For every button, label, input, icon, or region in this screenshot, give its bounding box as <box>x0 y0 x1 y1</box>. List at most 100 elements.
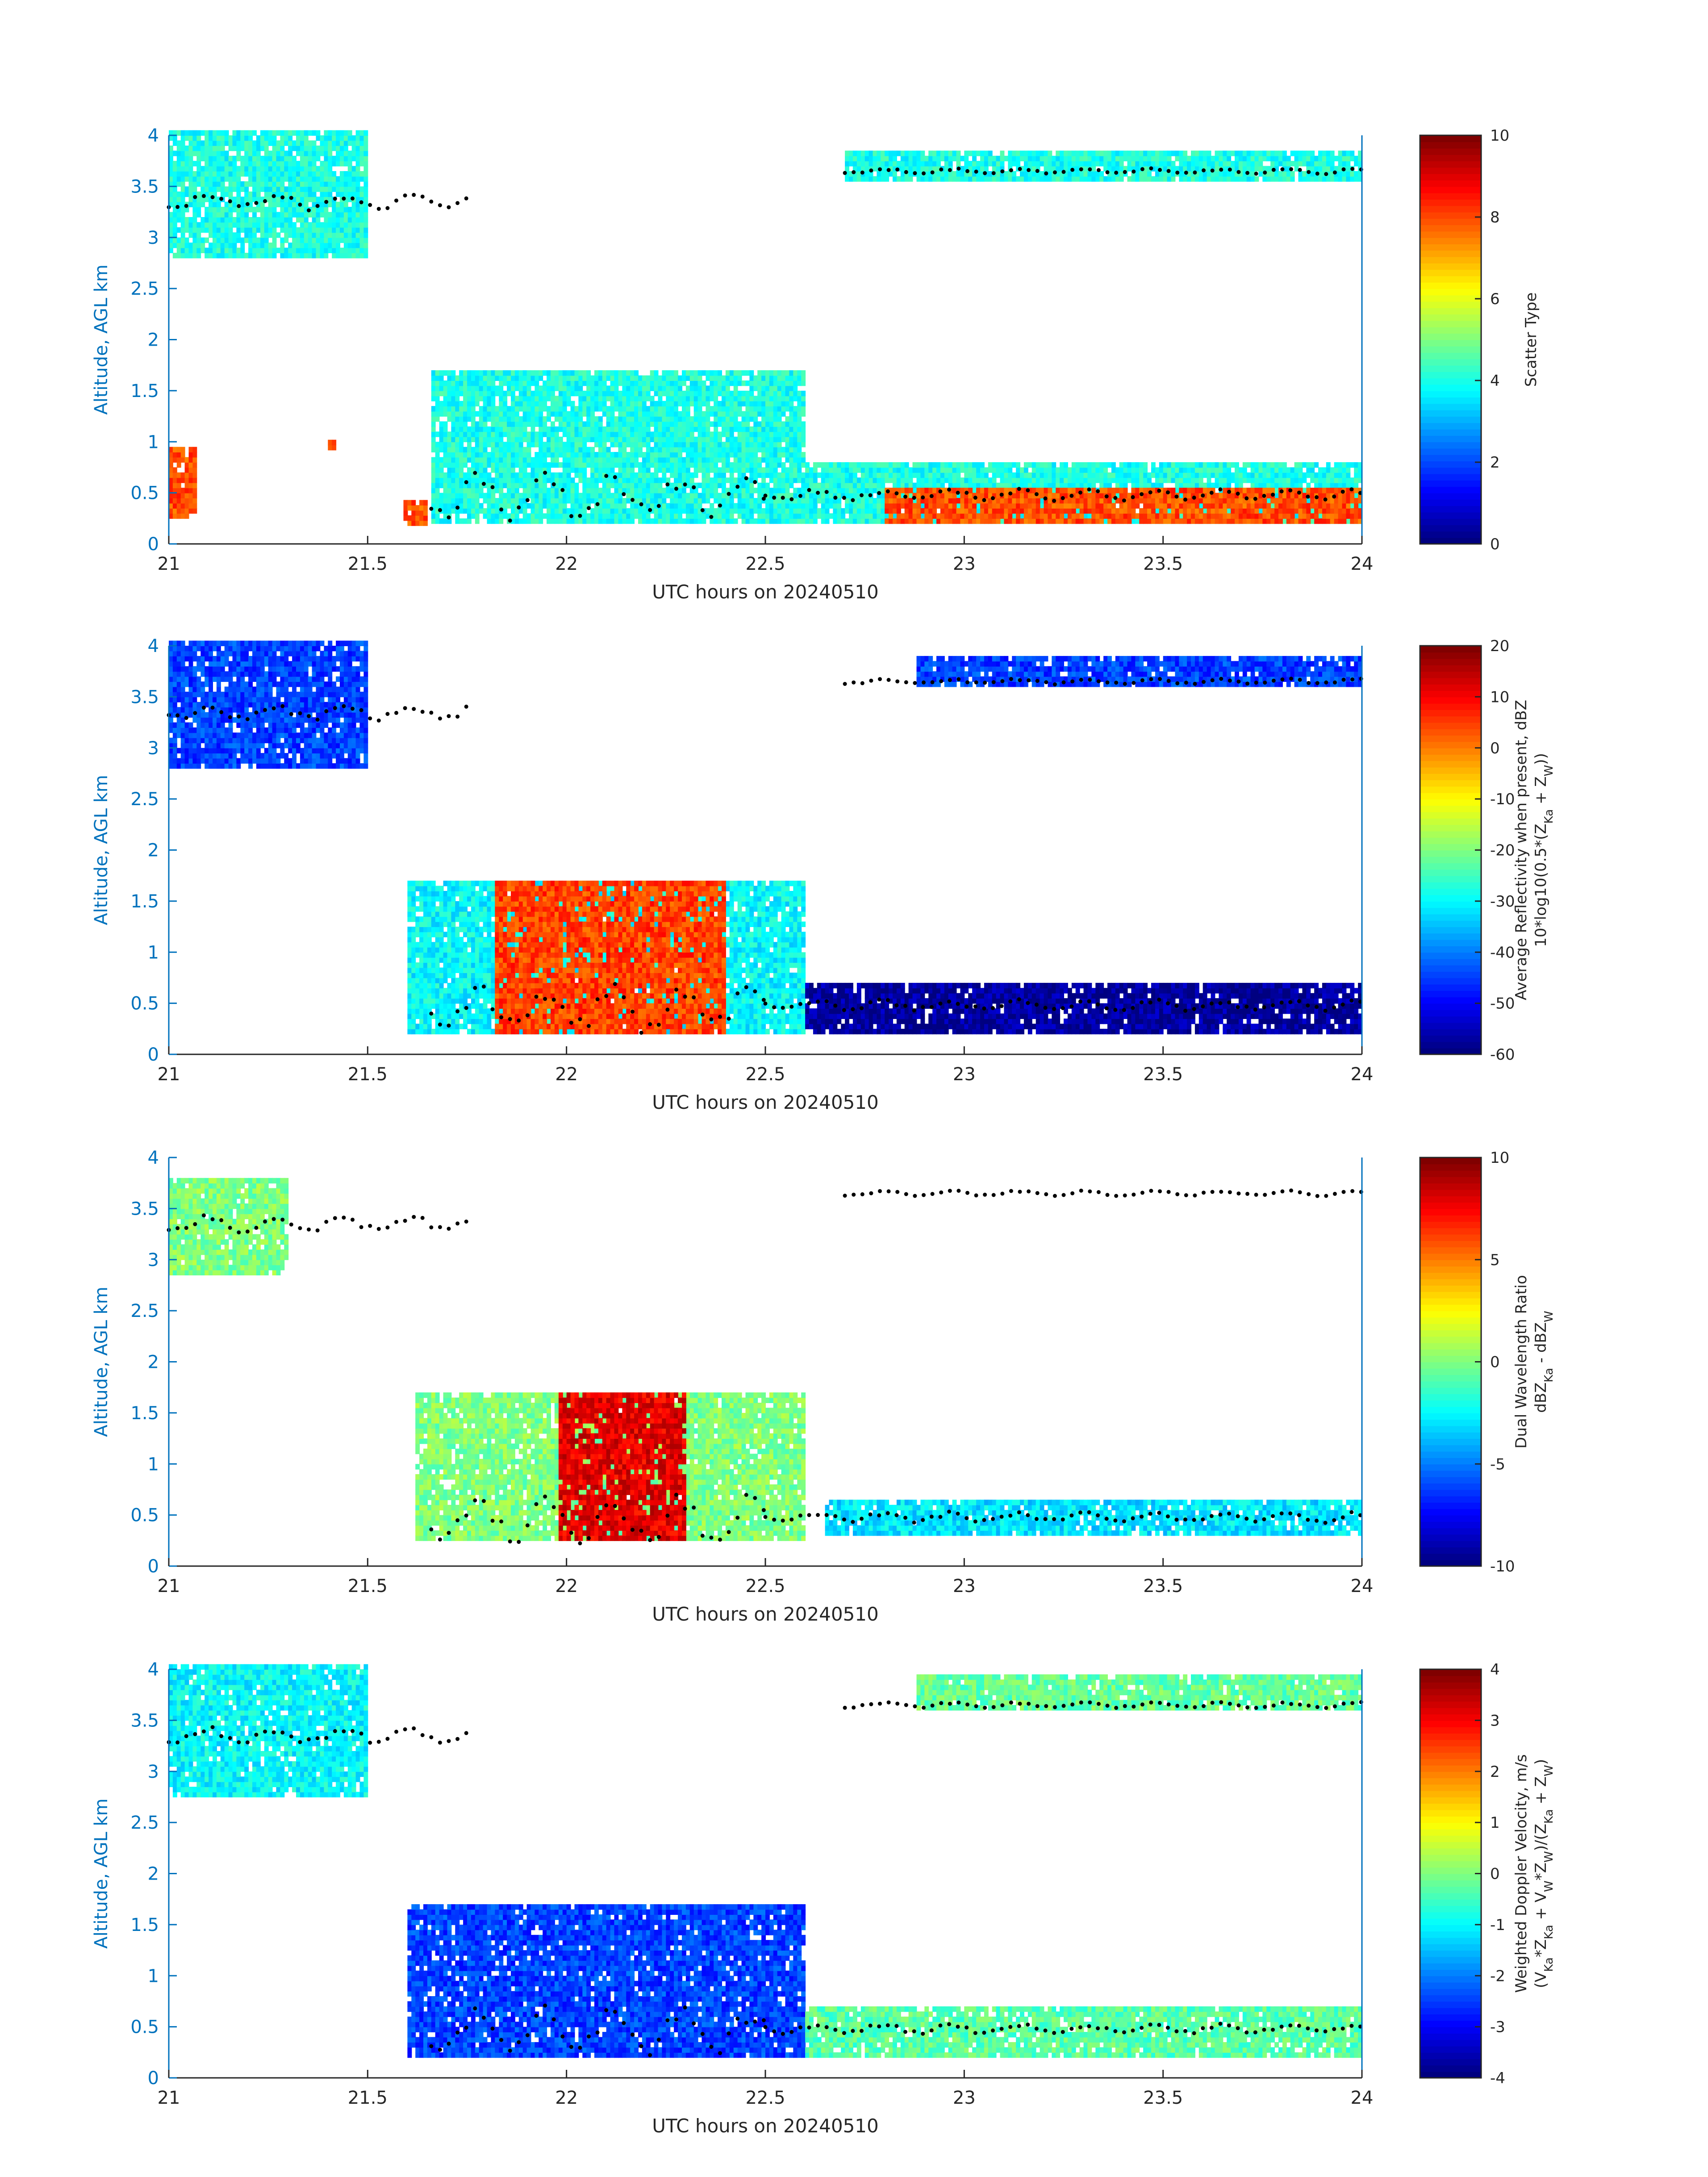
data-cell <box>363 237 368 243</box>
data-cell <box>459 385 464 391</box>
data-cell <box>789 457 794 463</box>
data-cell <box>881 155 885 162</box>
data-cell <box>582 498 587 504</box>
data-cell <box>769 406 774 412</box>
data-cell <box>439 370 444 376</box>
data-cell <box>280 212 285 217</box>
data-cell <box>781 467 786 473</box>
data-cell <box>554 477 559 483</box>
data-cell <box>340 232 344 238</box>
data-cell <box>912 482 917 489</box>
data-cell <box>511 370 515 376</box>
data-cell <box>172 176 177 182</box>
data-cell <box>300 155 305 162</box>
data-cell <box>674 462 678 468</box>
data-cell <box>1322 161 1327 167</box>
data-cell <box>347 212 352 217</box>
data-cell <box>749 467 754 473</box>
data-cell <box>320 201 325 208</box>
data-cell <box>284 237 289 243</box>
data-cell <box>495 457 500 463</box>
data-cell <box>670 436 675 443</box>
data-cell <box>801 421 806 427</box>
data-cell <box>443 396 448 401</box>
data-cell <box>976 472 981 478</box>
data-cell <box>1290 150 1295 156</box>
data-cell <box>483 467 488 473</box>
data-cell <box>558 426 563 432</box>
data-cell <box>582 390 587 397</box>
data-cell <box>216 135 221 141</box>
data-cell <box>1036 166 1040 171</box>
data-cell <box>340 176 344 182</box>
data-cell <box>551 498 555 504</box>
data-cell <box>761 416 766 422</box>
data-cell <box>507 385 511 391</box>
data-cell <box>646 488 651 493</box>
data-cell <box>996 166 1001 171</box>
data-cell <box>1326 150 1331 156</box>
data-cell <box>447 457 452 463</box>
data-cell <box>594 416 599 422</box>
data-cell <box>1322 176 1327 182</box>
data-cell <box>785 416 790 422</box>
data-cell <box>1143 150 1148 156</box>
data-cell <box>773 416 778 422</box>
data-cell <box>435 431 440 437</box>
data-cell <box>1064 171 1068 177</box>
data-cell <box>359 145 364 151</box>
data-cell <box>670 518 675 524</box>
data-cell <box>960 482 965 489</box>
data-cell <box>455 447 460 453</box>
data-cell <box>785 488 790 493</box>
data-cell <box>200 247 205 253</box>
data-cell <box>439 503 444 509</box>
data-cell <box>220 181 225 187</box>
data-cell <box>618 467 623 473</box>
data-cell <box>1127 161 1132 167</box>
data-cell <box>916 155 921 162</box>
data-cell <box>172 140 177 146</box>
data-cell <box>753 406 758 412</box>
data-cell <box>491 457 496 463</box>
data-cell <box>630 447 635 453</box>
data-cell <box>292 232 296 238</box>
data-cell <box>706 385 710 391</box>
data-cell <box>539 482 543 489</box>
data-cell <box>682 436 686 443</box>
data-cell <box>200 130 205 136</box>
data-cell <box>205 191 209 197</box>
data-cell <box>642 380 647 386</box>
data-cell <box>240 253 245 259</box>
data-cell <box>638 482 643 489</box>
data-cell <box>220 135 225 141</box>
data-cell <box>757 503 762 509</box>
data-cell <box>765 457 770 463</box>
data-cell <box>801 513 806 519</box>
data-cell <box>574 406 579 412</box>
data-cell <box>706 406 710 412</box>
data-cell <box>332 186 337 192</box>
data-cell <box>781 508 786 514</box>
data-cell <box>324 242 329 248</box>
data-cell <box>793 390 798 397</box>
data-cell <box>642 513 647 519</box>
data-cell <box>1290 176 1295 182</box>
data-cell <box>518 380 523 386</box>
data-cell <box>793 472 798 478</box>
data-cell <box>722 375 726 381</box>
data-cell <box>710 503 714 509</box>
data-cell <box>192 171 197 177</box>
data-cell <box>439 462 444 468</box>
data-cell <box>718 508 722 514</box>
data-cell <box>729 431 734 437</box>
data-cell <box>852 482 857 489</box>
data-cell <box>455 513 460 519</box>
data-cell <box>630 482 635 489</box>
data-cell <box>256 207 261 213</box>
data-cell <box>702 518 706 524</box>
data-cell <box>551 462 555 468</box>
data-cell <box>495 508 500 514</box>
data-cell <box>582 406 587 412</box>
data-cell <box>578 493 583 498</box>
